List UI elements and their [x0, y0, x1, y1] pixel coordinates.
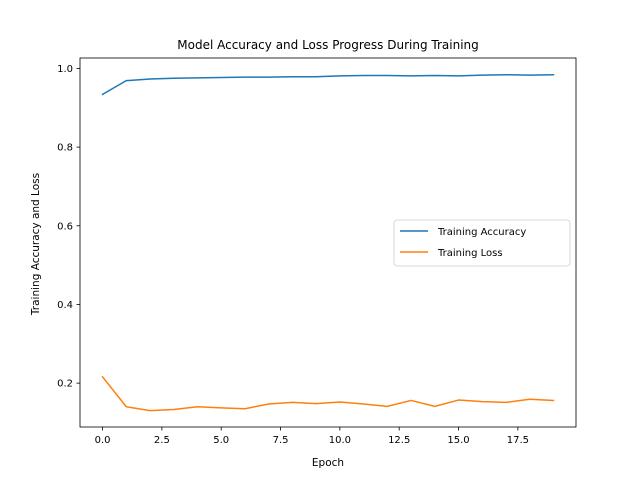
legend-label-training-loss: Training Loss [437, 248, 503, 259]
legend-label-training-accuracy: Training Accuracy [437, 227, 526, 238]
x-tick-label: 12.5 [388, 435, 410, 446]
y-tick-label: 0.8 [57, 143, 73, 154]
y-tick-label: 0.4 [57, 300, 73, 311]
legend-box [393, 219, 571, 267]
series-line-training-accuracy [101, 73, 555, 96]
x-axis-label: Epoch [312, 457, 344, 469]
x-tick-label: 17.5 [507, 435, 529, 446]
x-tick-label: 2.5 [154, 435, 170, 446]
x-tick-label: 0.0 [95, 435, 111, 446]
y-tick-label: 0.2 [57, 379, 73, 390]
x-tick-label: 7.5 [273, 435, 289, 446]
y-axis-label: Training Accuracy and Loss [30, 173, 42, 316]
axes-frame [79, 57, 577, 428]
series-line-training-loss [101, 375, 555, 412]
legend: Training Accuracy Training Loss [393, 219, 571, 267]
x-tick-label: 5.0 [213, 435, 229, 446]
y-tick-label: 0.6 [57, 221, 73, 232]
chart-title: Model Accuracy and Loss Progress During … [177, 38, 479, 52]
y-tick-label: 1.0 [57, 64, 73, 75]
x-tick-label: 10.0 [329, 435, 351, 446]
plot-area: 0.0 2.5 5.0 7.5 10.0 12.5 15.0 17.5 0.2 0.4 0.6 0.8… [57, 57, 577, 446]
x-tick-label: 15.0 [447, 435, 469, 446]
